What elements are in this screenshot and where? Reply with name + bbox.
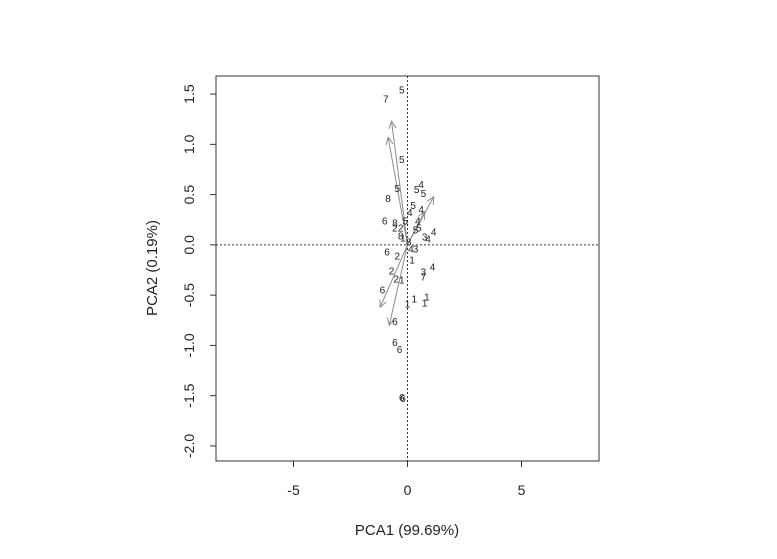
loading-arrow-shaft (379, 244, 408, 308)
x-tick-label: 0 (404, 482, 412, 498)
point-label: 6 (399, 393, 405, 404)
y-tick-label: -2.0 (181, 434, 197, 458)
loading-arrow-head (417, 210, 426, 220)
loading-arrow-shaft (387, 137, 408, 245)
point-label: 7 (383, 95, 389, 106)
point-label: 2 (392, 223, 398, 234)
y-tick-label: 0.5 (181, 185, 197, 205)
y-tick-label: 1.0 (181, 134, 197, 154)
point-label: 1 (412, 295, 418, 306)
point-label: 8 (406, 237, 412, 248)
y-axis: -2.0 -1.5 -1.0 -0.5 0.0 0.5 1.0 1.5 (181, 84, 216, 458)
point-label: 3 (422, 232, 428, 243)
point-label: 4 (415, 216, 421, 227)
point-label: 2 (389, 267, 395, 278)
loading-arrow-head (385, 136, 394, 146)
loading-arrows (379, 120, 435, 327)
point-label: 6 (384, 247, 390, 258)
loading-arrow-head (379, 299, 387, 309)
point-label: 8 (398, 231, 404, 242)
point-label: 8 (392, 218, 398, 229)
point-label: 4 (430, 262, 436, 273)
loading-arrow-shaft (407, 211, 426, 246)
x-axis-title: PCA1 (99.69%) (355, 522, 459, 539)
point-label: 4 (425, 234, 431, 245)
point-label: 1 (405, 300, 411, 311)
point-label: 5 (416, 223, 422, 234)
loading-arrow-head (386, 317, 395, 327)
point-label: 2 (398, 223, 404, 234)
y-tick-label: -0.5 (181, 283, 197, 307)
point-label: 6 (392, 317, 398, 328)
point-label: 1 (399, 276, 405, 287)
point-label: 6 (397, 345, 403, 356)
point-label: 1 (400, 233, 406, 244)
point-label: 2 (394, 251, 400, 262)
point-label: 5 (410, 201, 416, 212)
point-label: 3 (421, 268, 427, 279)
point-label: 5 (394, 184, 400, 195)
loading-arrow-shaft (391, 121, 408, 245)
loading-arrow-shaft (388, 244, 408, 326)
point-label: 7 (421, 273, 427, 284)
loading-arrow-head (426, 195, 435, 205)
x-axis: -5 0 5 (287, 461, 526, 498)
point-label: 6 (380, 286, 386, 297)
point-label: 5 (402, 216, 408, 227)
point-label: 5 (414, 185, 420, 196)
loading-arrow-head (388, 120, 397, 129)
y-tick-label: -1.0 (181, 333, 197, 357)
point-label: 1 (409, 255, 415, 266)
point-label: 4 (418, 205, 424, 216)
point-label: 5 (399, 86, 405, 97)
point-label: 2 (393, 275, 399, 286)
point-label: 5 (421, 189, 427, 200)
point-label: 4 (407, 208, 413, 219)
point-label: 4 (431, 227, 437, 238)
point-label: 6 (382, 216, 388, 227)
point-label: 6 (400, 394, 406, 405)
point-label: 4 (408, 244, 414, 255)
point-label: 3 (413, 244, 419, 255)
y-tick-label: -1.5 (181, 383, 197, 407)
point-label: 6 (392, 338, 398, 349)
y-axis-title: PCA2 (0.19%) (144, 220, 161, 316)
x-tick-label: -5 (287, 482, 300, 498)
point-label: 1 (424, 293, 430, 304)
x-tick-label: 5 (518, 482, 526, 498)
point-label: 1 (422, 299, 428, 310)
y-tick-label: 0.0 (181, 235, 197, 255)
point-label: 4 (418, 180, 424, 191)
point-label: 8 (385, 194, 391, 205)
y-tick-label: 1.5 (181, 84, 197, 104)
point-label: 5 (413, 225, 419, 236)
point-label: 5 (399, 155, 405, 166)
